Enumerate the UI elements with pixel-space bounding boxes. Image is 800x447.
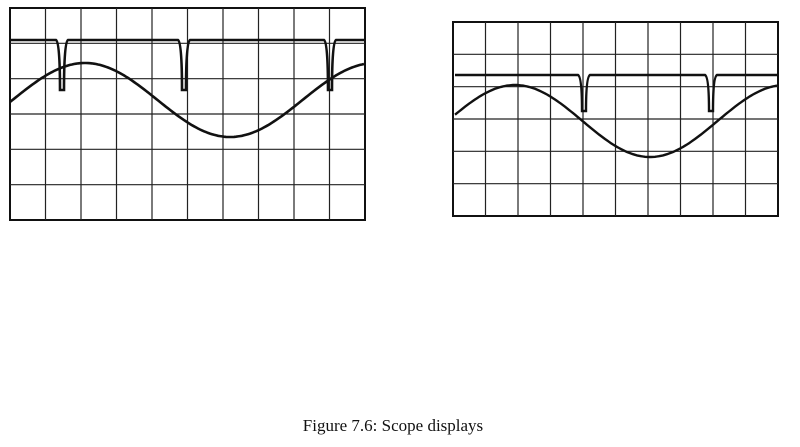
sine-trace: [454, 83, 778, 159]
scope-display-left: [9, 7, 366, 221]
pulse-trace: [455, 73, 778, 113]
pulse-trace: [10, 38, 365, 92]
scope-display-right: [452, 21, 779, 217]
sine-trace: [9, 61, 365, 139]
figure-caption: Figure 7.6: Scope displays: [303, 416, 483, 435]
